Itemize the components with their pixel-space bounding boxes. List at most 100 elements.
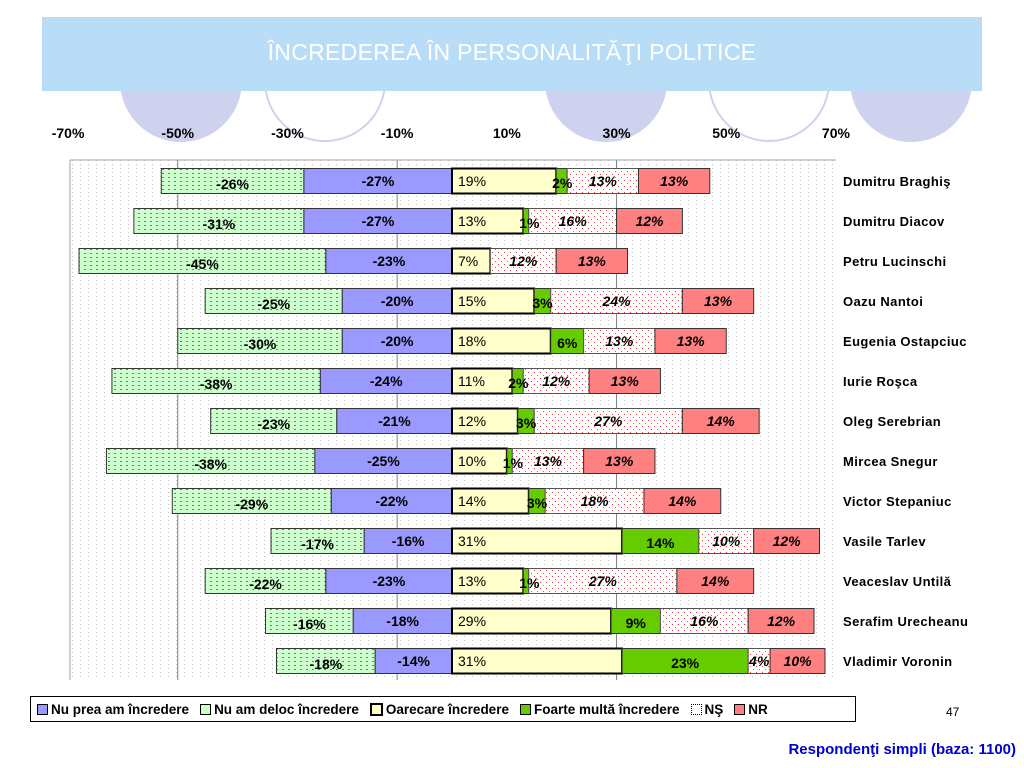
- data-label: -17%: [301, 536, 334, 552]
- data-label: 14%: [701, 573, 730, 589]
- data-label: 13%: [534, 453, 563, 469]
- data-label: -45%: [186, 256, 219, 272]
- data-label: 13%: [458, 213, 486, 229]
- category-label: Oleg Serebrian: [843, 414, 941, 429]
- bar-nu-prea: [336, 408, 453, 434]
- data-label: 10%: [458, 453, 486, 469]
- data-label: -38%: [194, 456, 227, 472]
- legend-swatch: [200, 703, 212, 715]
- data-label: -18%: [386, 613, 419, 629]
- data-label: -26%: [216, 176, 249, 192]
- x-tick-label: -30%: [271, 125, 304, 141]
- bar-ns: [522, 368, 590, 394]
- bar-nu-prea: [352, 608, 453, 634]
- data-label: 7%: [458, 253, 478, 269]
- legend-label: Oarecare încredere: [385, 701, 509, 717]
- bar-foarte-multa: [610, 608, 661, 634]
- bar-nr: [616, 208, 683, 234]
- data-label: 23%: [671, 655, 700, 671]
- bar-nr: [747, 608, 815, 634]
- bar-oarecare: [451, 367, 514, 395]
- data-label: 13%: [677, 333, 706, 349]
- bar-oarecare: [451, 647, 624, 675]
- data-label: 13%: [704, 293, 733, 309]
- x-tick-label: -10%: [381, 125, 414, 141]
- data-label: 13%: [605, 453, 634, 469]
- x-tick-label: -70%: [52, 125, 85, 141]
- data-label: -27%: [362, 213, 395, 229]
- bar-foarte-multa: [621, 528, 700, 554]
- legend-item-foarte: Foarte multă încredere: [519, 702, 680, 717]
- data-label: -27%: [362, 173, 395, 189]
- legend-swatch: [519, 703, 531, 715]
- data-label: 14%: [458, 493, 486, 509]
- category-label: Mircea Snegur: [843, 454, 938, 469]
- bar-nu-prea: [303, 168, 453, 194]
- chart-legend: Nu prea am încredere Nu am deloc încrede…: [30, 696, 856, 722]
- legend-swatch: [734, 703, 746, 715]
- legend-label: Nu am deloc încredere: [214, 701, 359, 717]
- data-label: 24%: [602, 293, 632, 309]
- bar-nu-prea: [363, 528, 453, 554]
- data-label: 12%: [773, 533, 802, 549]
- legend-label: NŞ: [704, 701, 724, 717]
- data-label: 31%: [458, 533, 486, 549]
- bar-nu-am-deloc: [160, 168, 305, 194]
- data-label: -25%: [257, 296, 290, 312]
- category-label: Dumitru Braghiş: [843, 174, 951, 189]
- x-tick-label: 70%: [822, 125, 851, 141]
- bar-foarte-multa: [621, 648, 749, 674]
- bar-nu-prea: [314, 448, 453, 474]
- bar-oarecare: [451, 207, 525, 235]
- bar-ns: [528, 568, 678, 594]
- data-label: 6%: [557, 335, 578, 351]
- data-label: 13%: [611, 373, 640, 389]
- bar-nr: [643, 488, 722, 514]
- category-label: Vasile Tarlev: [843, 534, 926, 549]
- data-label: 14%: [668, 493, 697, 509]
- bar-nr: [555, 248, 629, 274]
- data-label: 13%: [660, 173, 689, 189]
- slide-header: ÎNCREDEREA ÎN PERSONALITĂŢI POLITICE: [42, 17, 982, 91]
- data-label: 31%: [458, 653, 486, 669]
- data-label: 2%: [508, 375, 529, 391]
- data-label: 12%: [458, 413, 486, 429]
- data-label: 10%: [712, 533, 741, 549]
- data-label: -24%: [370, 373, 403, 389]
- data-label: 13%: [458, 573, 486, 589]
- bar-oarecare: [451, 527, 624, 555]
- data-label: 27%: [588, 573, 618, 589]
- data-label: 4%: [748, 653, 770, 669]
- data-label: -16%: [392, 533, 425, 549]
- bar-ns: [528, 208, 618, 234]
- data-label: -20%: [381, 293, 414, 309]
- bar-nr: [681, 288, 755, 314]
- data-label: 16%: [559, 213, 588, 229]
- category-label: Veaceslav Untilă: [843, 574, 952, 589]
- bar-oarecare: [451, 447, 508, 475]
- bar-nu-am-deloc: [105, 448, 316, 474]
- data-label: 2%: [552, 175, 573, 191]
- data-label: -23%: [257, 416, 290, 432]
- x-tick-label: 50%: [712, 125, 741, 141]
- bar-nr: [753, 528, 820, 554]
- data-label: -25%: [367, 453, 400, 469]
- bar-nu-prea: [303, 208, 453, 234]
- bar-ns: [533, 408, 683, 434]
- data-label: 15%: [458, 293, 486, 309]
- data-label: 29%: [458, 613, 486, 629]
- data-label: 14%: [707, 413, 736, 429]
- category-label: Vladimir Voronin: [843, 654, 952, 669]
- x-tick-label: 30%: [603, 125, 632, 141]
- bar-ns: [659, 608, 749, 634]
- category-label: Iurie Roşca: [843, 374, 918, 389]
- legend-item-nu-prea: Nu prea am încredere: [37, 702, 189, 717]
- data-label: 13%: [578, 253, 607, 269]
- bar-nr: [769, 648, 826, 674]
- data-label: 18%: [581, 493, 610, 509]
- bar-oarecare: [451, 327, 552, 355]
- data-label: 12%: [767, 613, 796, 629]
- data-label: 3%: [527, 495, 548, 511]
- data-label: -21%: [378, 413, 411, 429]
- data-label: -31%: [203, 216, 236, 232]
